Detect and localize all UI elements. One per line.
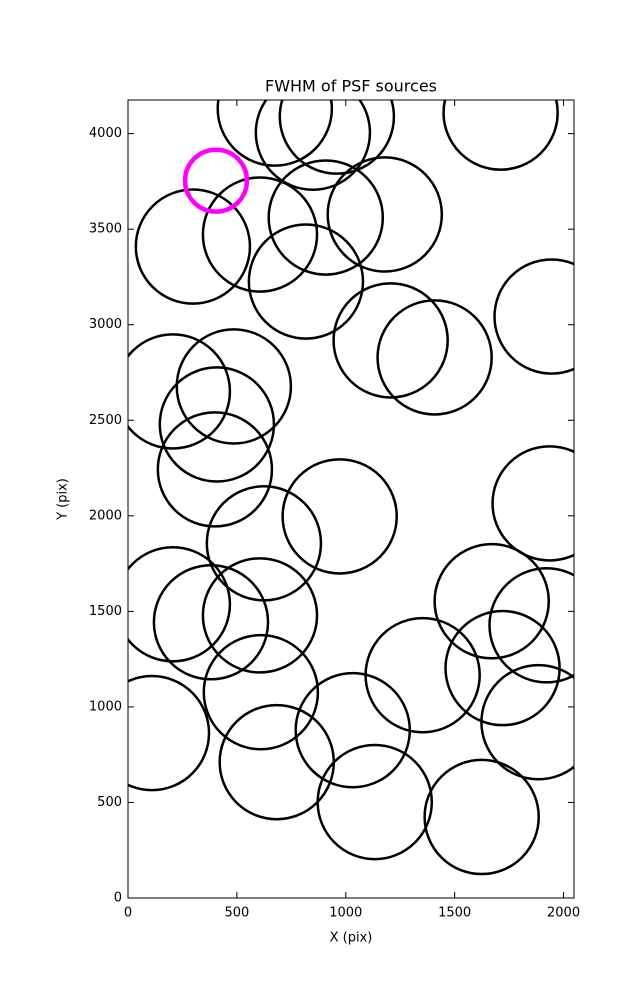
source-circle xyxy=(202,633,320,751)
x-axis-label: X (pix) xyxy=(330,931,373,946)
y-tick-label: 0 xyxy=(114,891,122,906)
plot-area xyxy=(128,100,574,876)
source-circle xyxy=(281,458,398,575)
source-circle xyxy=(267,159,385,276)
source-circle xyxy=(201,176,319,293)
y-tick-label: 4000 xyxy=(89,126,122,141)
y-axis-label: Y (pix) xyxy=(56,478,71,521)
x-tick-label: 1500 xyxy=(438,906,471,921)
source-circle xyxy=(128,674,211,792)
source-circle xyxy=(156,411,274,528)
source-circle xyxy=(364,616,481,734)
source-circle xyxy=(182,147,250,214)
source-circle xyxy=(158,366,276,483)
source-circle xyxy=(493,258,574,375)
source-circle xyxy=(128,333,232,450)
source-circle xyxy=(201,557,319,674)
source-circle xyxy=(294,671,412,789)
source-circle xyxy=(278,100,396,175)
source-circle xyxy=(134,188,252,305)
y-tick-label: 2500 xyxy=(89,413,122,428)
source-circle xyxy=(175,328,293,445)
x-tick-label: 1000 xyxy=(329,906,362,921)
y-tick-label: 3000 xyxy=(89,317,122,332)
y-tick-label: 2000 xyxy=(89,508,122,523)
source-circle xyxy=(205,485,323,602)
source-circle xyxy=(491,445,574,562)
axes-frame xyxy=(127,99,575,899)
source-circle xyxy=(326,156,444,273)
y-tick-label: 500 xyxy=(97,795,122,810)
source-circle xyxy=(216,100,334,167)
x-tick-label: 0 xyxy=(124,906,132,921)
source-circle xyxy=(444,609,561,727)
source-circle xyxy=(254,100,372,191)
x-tick-label: 500 xyxy=(224,906,249,921)
source-circle xyxy=(128,546,232,663)
source-circle xyxy=(442,100,559,171)
source-circle xyxy=(247,223,365,340)
source-circle xyxy=(423,758,540,876)
source-circle xyxy=(332,282,449,399)
source-circle xyxy=(488,567,574,684)
y-tick-label: 1500 xyxy=(89,604,122,619)
chart-title: FWHM of PSF sources xyxy=(265,77,437,96)
source-circle xyxy=(480,663,574,781)
source-circle xyxy=(376,299,493,416)
y-tick-label: 3500 xyxy=(89,222,122,237)
y-tick-label: 1000 xyxy=(89,699,122,714)
source-circle xyxy=(433,542,550,660)
x-tick-label: 2000 xyxy=(547,906,580,921)
source-circle xyxy=(316,743,434,861)
source-circle xyxy=(152,563,270,681)
